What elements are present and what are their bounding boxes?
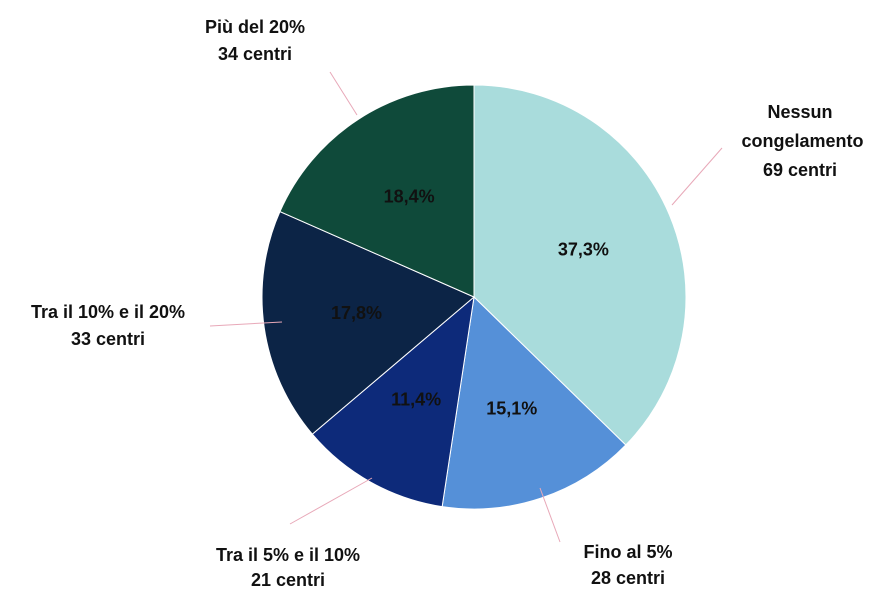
category-label: Più del 20% [205,17,305,37]
value-label: 17,8% [331,303,382,323]
pie-slice [441,295,627,510]
pie-slice [473,84,687,446]
category-label-line: congelamento [736,131,863,151]
value-label: 18,4% [384,186,435,206]
category-label: Tra il 5% e il 10% [216,545,360,565]
sublabel: 34 centri [218,44,292,64]
pie-slice [279,84,475,298]
sublabel: 33 centri [71,329,145,349]
pie-slice [261,210,475,435]
category-label: Nessun congelamento [736,102,863,151]
sublabel: 21 centri [251,570,325,590]
value-label: 15,1% [486,398,537,418]
leader-line [209,321,283,327]
category-label: Tra il 10% e il 20% [31,302,185,322]
category-label-line: Nessun [767,102,832,122]
pie-slice [311,295,475,508]
sublabel: 28 centri [591,568,665,588]
leader-line [539,487,561,543]
leader-line [671,147,723,206]
value-label: 37,3% [558,240,609,260]
sublabel: 69 centri [763,160,837,180]
value-label: 11,4% [391,389,441,409]
leader-line [329,71,358,116]
leader-line [289,477,373,525]
category-label: Fino al 5% [583,542,672,562]
